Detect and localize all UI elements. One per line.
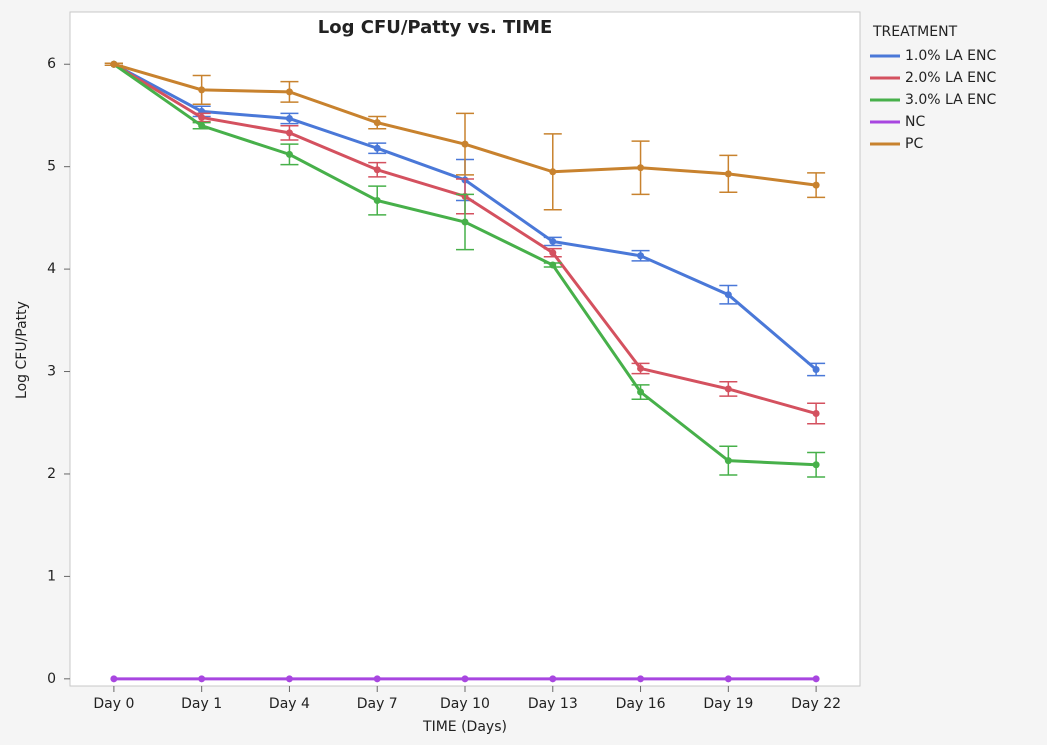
legend-label: 3.0% LA ENC [905, 92, 996, 108]
legend-label: NC [905, 114, 925, 130]
data-point [549, 168, 557, 176]
data-point [637, 164, 645, 172]
x-tick-label: Day 10 [440, 696, 490, 712]
data-point [812, 410, 820, 418]
x-tick-label: Day 0 [93, 696, 134, 712]
data-point [724, 291, 732, 299]
data-point [285, 88, 293, 96]
y-tick-label: 5 [47, 159, 56, 175]
data-point [373, 119, 381, 127]
data-point [812, 365, 820, 373]
data-point [373, 196, 381, 204]
data-point [110, 675, 118, 683]
data-point [637, 388, 645, 396]
y-tick-label: 3 [47, 364, 56, 380]
y-axis-label: Log CFU/Patty [14, 301, 30, 399]
x-tick-label: Day 7 [357, 696, 398, 712]
data-point [549, 237, 557, 245]
legend-title: TREATMENT [872, 24, 958, 40]
data-point [461, 218, 469, 226]
chart-title: Log CFU/Patty vs. TIME [318, 17, 552, 38]
x-tick-label: Day 16 [616, 696, 666, 712]
legend-label: PC [905, 136, 923, 152]
data-point [724, 385, 732, 393]
data-point [285, 129, 293, 137]
data-point [198, 114, 206, 122]
data-point [198, 122, 206, 130]
data-point [549, 261, 557, 269]
data-point [373, 144, 381, 152]
x-tick-label: Day 1 [181, 696, 222, 712]
data-point [198, 86, 206, 94]
data-point [812, 675, 820, 683]
x-axis-label: TIME (Days) [422, 719, 507, 735]
y-tick-label: 6 [47, 56, 56, 72]
x-tick-label: Day 13 [528, 696, 578, 712]
y-tick-label: 1 [47, 568, 56, 584]
data-point [461, 675, 469, 683]
data-point [812, 461, 820, 469]
y-tick-label: 0 [47, 671, 56, 687]
data-point [285, 115, 293, 123]
data-point [637, 364, 645, 372]
data-point [637, 252, 645, 260]
data-point [461, 140, 469, 148]
data-point [637, 675, 645, 683]
x-tick-label: Day 19 [703, 696, 753, 712]
data-point [549, 249, 557, 257]
data-point [285, 675, 293, 683]
legend-label: 1.0% LA ENC [905, 48, 996, 64]
data-point [812, 181, 820, 189]
data-point [724, 170, 732, 178]
data-point [285, 150, 293, 158]
data-point [373, 675, 381, 683]
data-point [198, 675, 206, 683]
x-tick-label: Day 4 [269, 696, 310, 712]
legend-label: 2.0% LA ENC [905, 70, 996, 86]
y-tick-label: 4 [47, 261, 56, 277]
y-tick-label: 2 [47, 466, 56, 482]
data-point [373, 166, 381, 174]
data-point [110, 60, 118, 68]
data-point [724, 457, 732, 465]
data-point [724, 675, 732, 683]
x-tick-label: Day 22 [791, 696, 841, 712]
data-point [549, 675, 557, 683]
